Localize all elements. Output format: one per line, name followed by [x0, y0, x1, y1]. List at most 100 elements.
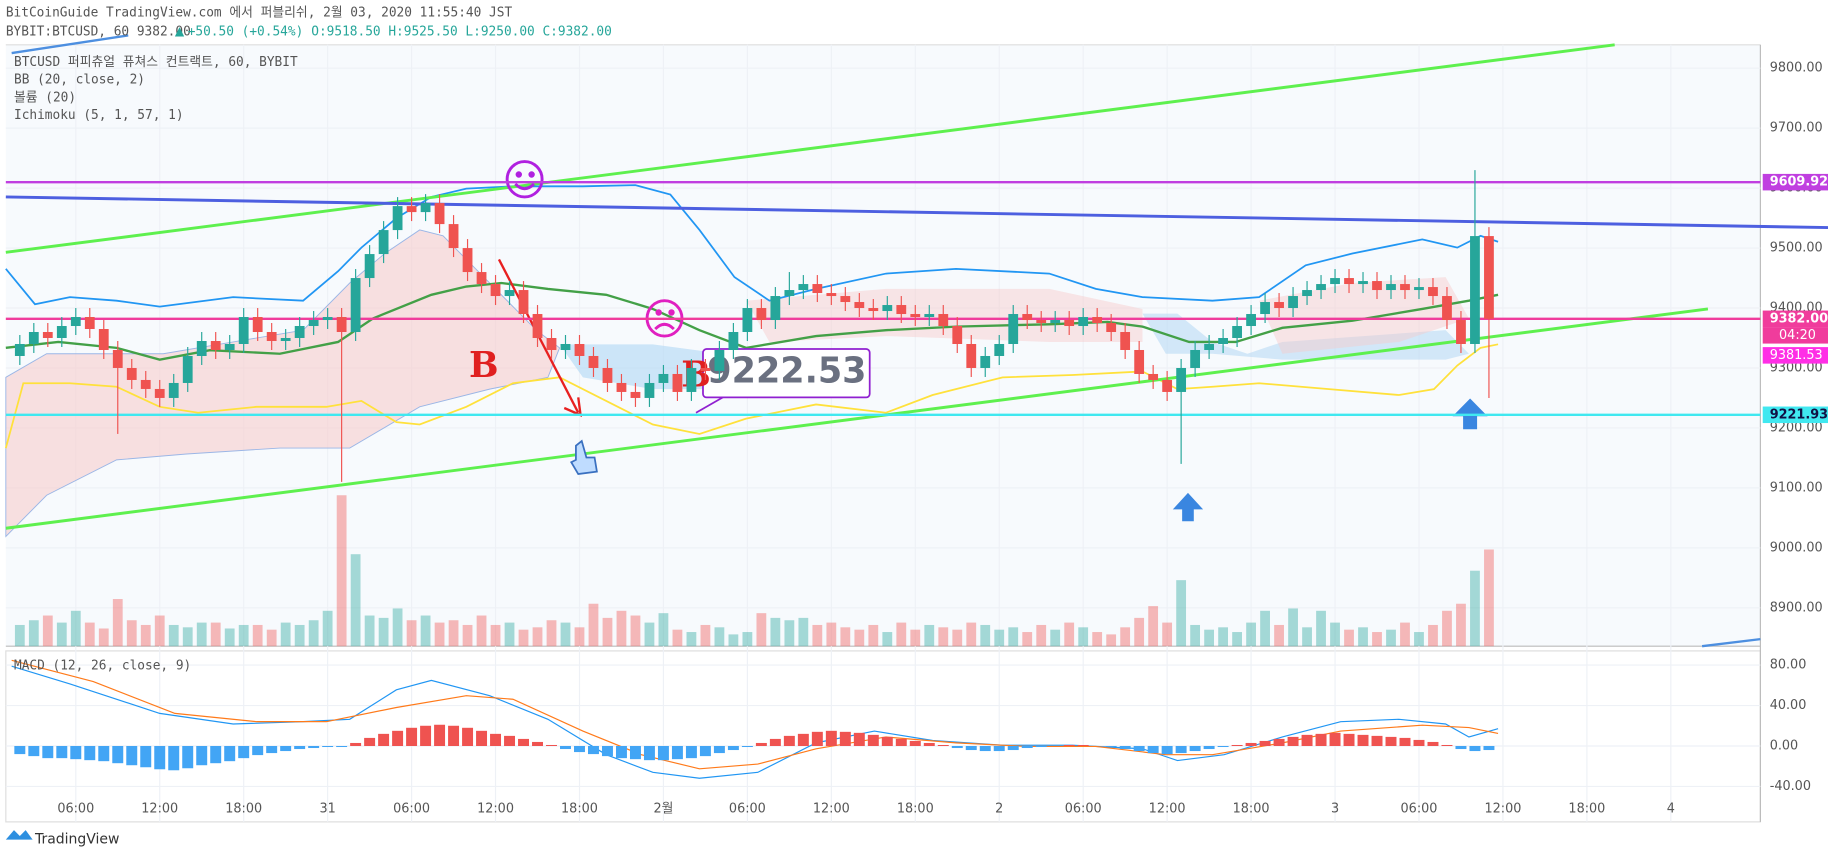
macd-bar	[1385, 736, 1397, 747]
macd-bar	[713, 746, 725, 754]
macd-bar	[1007, 746, 1019, 751]
macd-bar	[126, 746, 138, 766]
macd-bar	[909, 740, 921, 747]
candle-body	[1316, 284, 1326, 291]
macd-bar	[797, 733, 809, 747]
macd-bar	[685, 746, 697, 759]
volume-bar	[448, 620, 459, 647]
macd-bar	[252, 746, 264, 756]
candle-body	[1036, 320, 1047, 324]
x-tick-label: 18:00	[1233, 801, 1270, 816]
macd-bar	[518, 738, 530, 747]
macd-bar	[1161, 746, 1173, 755]
candle-body	[1260, 302, 1270, 315]
x-tick-label: 12:00	[1149, 801, 1186, 816]
volume-bar	[224, 628, 235, 647]
y-tick-label: 9500.00	[1770, 241, 1823, 256]
volume-bar	[252, 624, 263, 647]
volume-bar	[854, 629, 865, 647]
volume-bar	[126, 620, 137, 647]
candle-body	[938, 314, 949, 327]
macd-bar	[196, 746, 208, 766]
volume-bar	[1190, 624, 1201, 647]
candle-body	[966, 343, 977, 368]
price-tag-label: 9382.00	[1770, 311, 1828, 326]
candle-body	[1274, 302, 1284, 309]
macd-bar	[1259, 740, 1271, 747]
macd-bar	[364, 737, 376, 747]
volume-bar	[812, 624, 823, 647]
x-tick-label: 12:00	[813, 801, 850, 816]
macd-bar	[699, 746, 711, 757]
candle-body	[798, 284, 809, 291]
macd-bar	[881, 736, 893, 747]
macd-bar	[1119, 746, 1131, 750]
macd-bar	[1021, 746, 1033, 749]
volume-bar	[882, 632, 893, 647]
volume-bar	[1246, 622, 1256, 647]
volume-bar	[868, 624, 879, 647]
volume-bar	[686, 632, 697, 647]
volume-bar	[1106, 634, 1117, 647]
legend-entry: 볼륨 (20)	[14, 90, 76, 105]
candle-body	[266, 332, 277, 341]
volume-bar	[1386, 629, 1396, 647]
macd-bar	[783, 735, 795, 747]
footer: TradingView	[34, 832, 119, 848]
candle-body	[490, 284, 501, 297]
volume-bar	[840, 627, 851, 647]
volume-bar	[1442, 610, 1452, 647]
volume-bar	[1372, 632, 1382, 647]
candle-body	[588, 355, 599, 368]
volume-bar	[84, 622, 95, 647]
candle-body	[182, 355, 193, 383]
candle-body	[350, 278, 361, 333]
macd-bar	[1231, 744, 1243, 747]
volume-bar	[700, 624, 711, 647]
candle-body	[1288, 296, 1298, 309]
volume-bar	[826, 622, 837, 647]
macd-bar	[1175, 746, 1187, 754]
macd-bar	[629, 746, 641, 760]
candle-body	[1414, 287, 1424, 291]
candle-body	[630, 391, 641, 398]
header-title: BitCoinGuide TradingView.com 에서 퍼블리쉬, 2월…	[6, 5, 513, 20]
candle-body	[1442, 296, 1452, 321]
macd-bar	[14, 746, 26, 755]
bb-lower	[4, 343, 1499, 449]
macd-bar	[434, 724, 446, 747]
candle-body	[238, 317, 249, 344]
macd-bar	[462, 727, 474, 747]
volume-bar	[1400, 622, 1410, 647]
candle-body	[952, 326, 963, 344]
volume-bar	[644, 622, 655, 647]
candle-body	[392, 206, 403, 231]
macd-bar	[923, 742, 935, 747]
volume-bar	[1260, 610, 1270, 647]
x-tick-label: 12:00	[477, 801, 514, 816]
volume-bar	[672, 629, 683, 647]
candle-body	[728, 332, 739, 350]
price-tag	[1762, 173, 1828, 191]
volume-bar	[1456, 603, 1466, 647]
x-tick-label: 12:00	[1484, 801, 1521, 816]
price-tag-label: 9221.93	[1770, 407, 1828, 422]
candle-body	[196, 340, 207, 356]
candle-body	[378, 230, 389, 255]
macd-bar	[601, 746, 613, 757]
countdown-tag	[1762, 327, 1828, 344]
candle-body	[336, 317, 347, 333]
volume-bar	[112, 599, 123, 647]
candle-body	[742, 308, 753, 333]
volume-bar	[378, 617, 389, 647]
volume-bar	[616, 610, 627, 647]
macd-bar	[895, 738, 907, 747]
x-tick-label: 4	[1667, 801, 1675, 816]
volume-bar	[294, 624, 305, 647]
volume-bar	[1064, 622, 1075, 647]
callout-text: 9222.53	[707, 350, 866, 391]
candle-body	[140, 379, 151, 389]
macd-line	[11, 665, 1499, 779]
candle-body	[686, 367, 697, 392]
volume-bar	[434, 622, 445, 647]
